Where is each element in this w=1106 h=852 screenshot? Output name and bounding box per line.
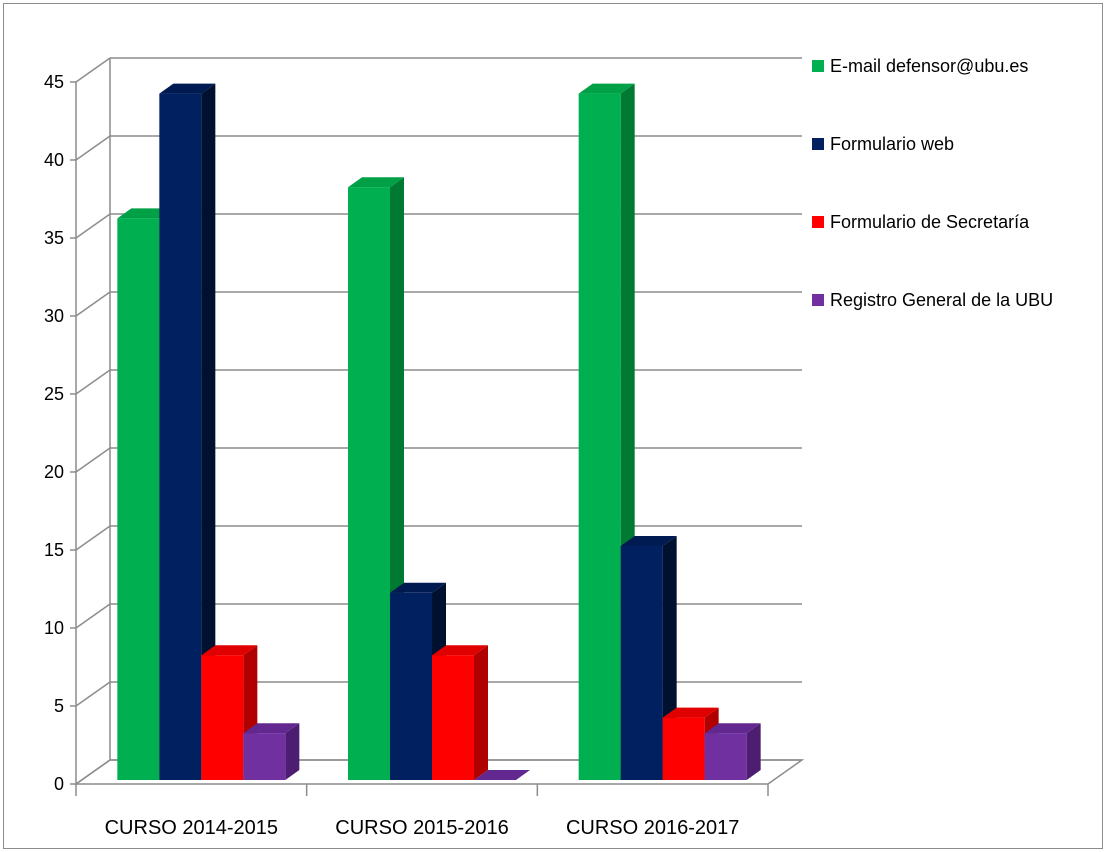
bar-top <box>474 770 530 780</box>
bar-top <box>243 723 300 734</box>
legend-swatch <box>812 216 824 228</box>
y-tick-label: 25 <box>44 384 64 404</box>
bar-side <box>285 723 300 780</box>
y-tick-label: 5 <box>54 696 64 716</box>
bar-top <box>432 645 488 656</box>
bar-side <box>474 645 488 780</box>
side-gridline <box>75 603 111 629</box>
side-gridline <box>75 525 111 551</box>
x-tick-label: CURSO 2016-2017 <box>566 817 739 839</box>
y-tick-label: 40 <box>44 150 64 170</box>
bar <box>243 723 300 780</box>
legend-swatch <box>812 294 824 306</box>
y-tick-label: 10 <box>44 618 64 638</box>
bar <box>578 83 635 781</box>
bar-top <box>201 645 258 656</box>
bar-side <box>746 723 761 780</box>
legend-label: E-mail defensor@ubu.es <box>830 56 1028 76</box>
bar-front <box>390 592 432 780</box>
legend-label: Registro General de la UBU <box>830 290 1053 310</box>
side-gridline <box>75 681 111 707</box>
bar <box>474 770 530 780</box>
y-tick-label: 45 <box>44 72 64 92</box>
bar-front <box>243 733 286 780</box>
bar-top <box>348 177 404 188</box>
legend-item: Formulario de Secretaría <box>812 212 1030 232</box>
legend-item: E-mail defensor@ubu.es <box>812 56 1028 76</box>
y-tick-label: 35 <box>44 228 64 248</box>
bar-front <box>201 655 244 780</box>
y-tick-label: 30 <box>44 306 64 326</box>
side-gridline <box>75 447 111 473</box>
bars <box>117 83 761 781</box>
bar-side <box>201 83 216 781</box>
bar-front <box>159 93 202 781</box>
bar-top <box>620 536 677 546</box>
bar <box>159 83 216 781</box>
legend-swatch <box>812 138 824 150</box>
bar-front <box>620 546 663 780</box>
side-gridline <box>75 369 111 395</box>
bar-top <box>662 707 719 718</box>
side-gridline <box>75 213 111 239</box>
bar-front <box>432 655 474 780</box>
side-gridline <box>75 135 111 161</box>
bar-top <box>159 83 216 94</box>
bar-front <box>662 717 705 780</box>
bar <box>432 645 488 780</box>
side-gridline <box>75 759 111 785</box>
side-gridline <box>75 57 111 83</box>
x-tick-label: CURSO 2015-2016 <box>335 817 508 839</box>
chart-frame: 0 5 10 15 20 25 30 35 40 45 CURSO 2014-2015 CURSO 2… <box>3 3 1103 849</box>
side-gridline <box>75 291 111 317</box>
bar-top <box>704 723 761 734</box>
axis-labels: 0 5 10 15 20 25 30 35 40 45 CURSO 2014-2015 CURSO 2… <box>44 72 739 839</box>
bar-top <box>390 582 446 593</box>
bar-top <box>578 83 635 94</box>
bar <box>704 723 761 780</box>
legend: E-mail defensor@ubu.es Formulario web Form… <box>812 56 1053 310</box>
x-tick-label: CURSO 2014-2015 <box>105 817 278 839</box>
legend-swatch <box>812 60 824 72</box>
y-tick-label: 0 <box>54 774 64 794</box>
bar-front <box>704 733 747 780</box>
legend-label: Formulario web <box>830 134 954 154</box>
axes <box>70 81 769 796</box>
y-tick-label: 20 <box>44 462 64 482</box>
bar-front <box>117 218 160 780</box>
legend-label: Formulario de Secretaría <box>830 212 1030 232</box>
bar-front <box>578 93 621 781</box>
legend-item: Registro General de la UBU <box>812 290 1053 310</box>
legend-item: Formulario web <box>812 134 954 154</box>
bar-front <box>348 187 390 780</box>
y-tick-label: 15 <box>44 540 64 560</box>
bar-chart: 0 5 10 15 20 25 30 35 40 45 CURSO 2014-2015 CURSO 2… <box>44 56 1053 839</box>
